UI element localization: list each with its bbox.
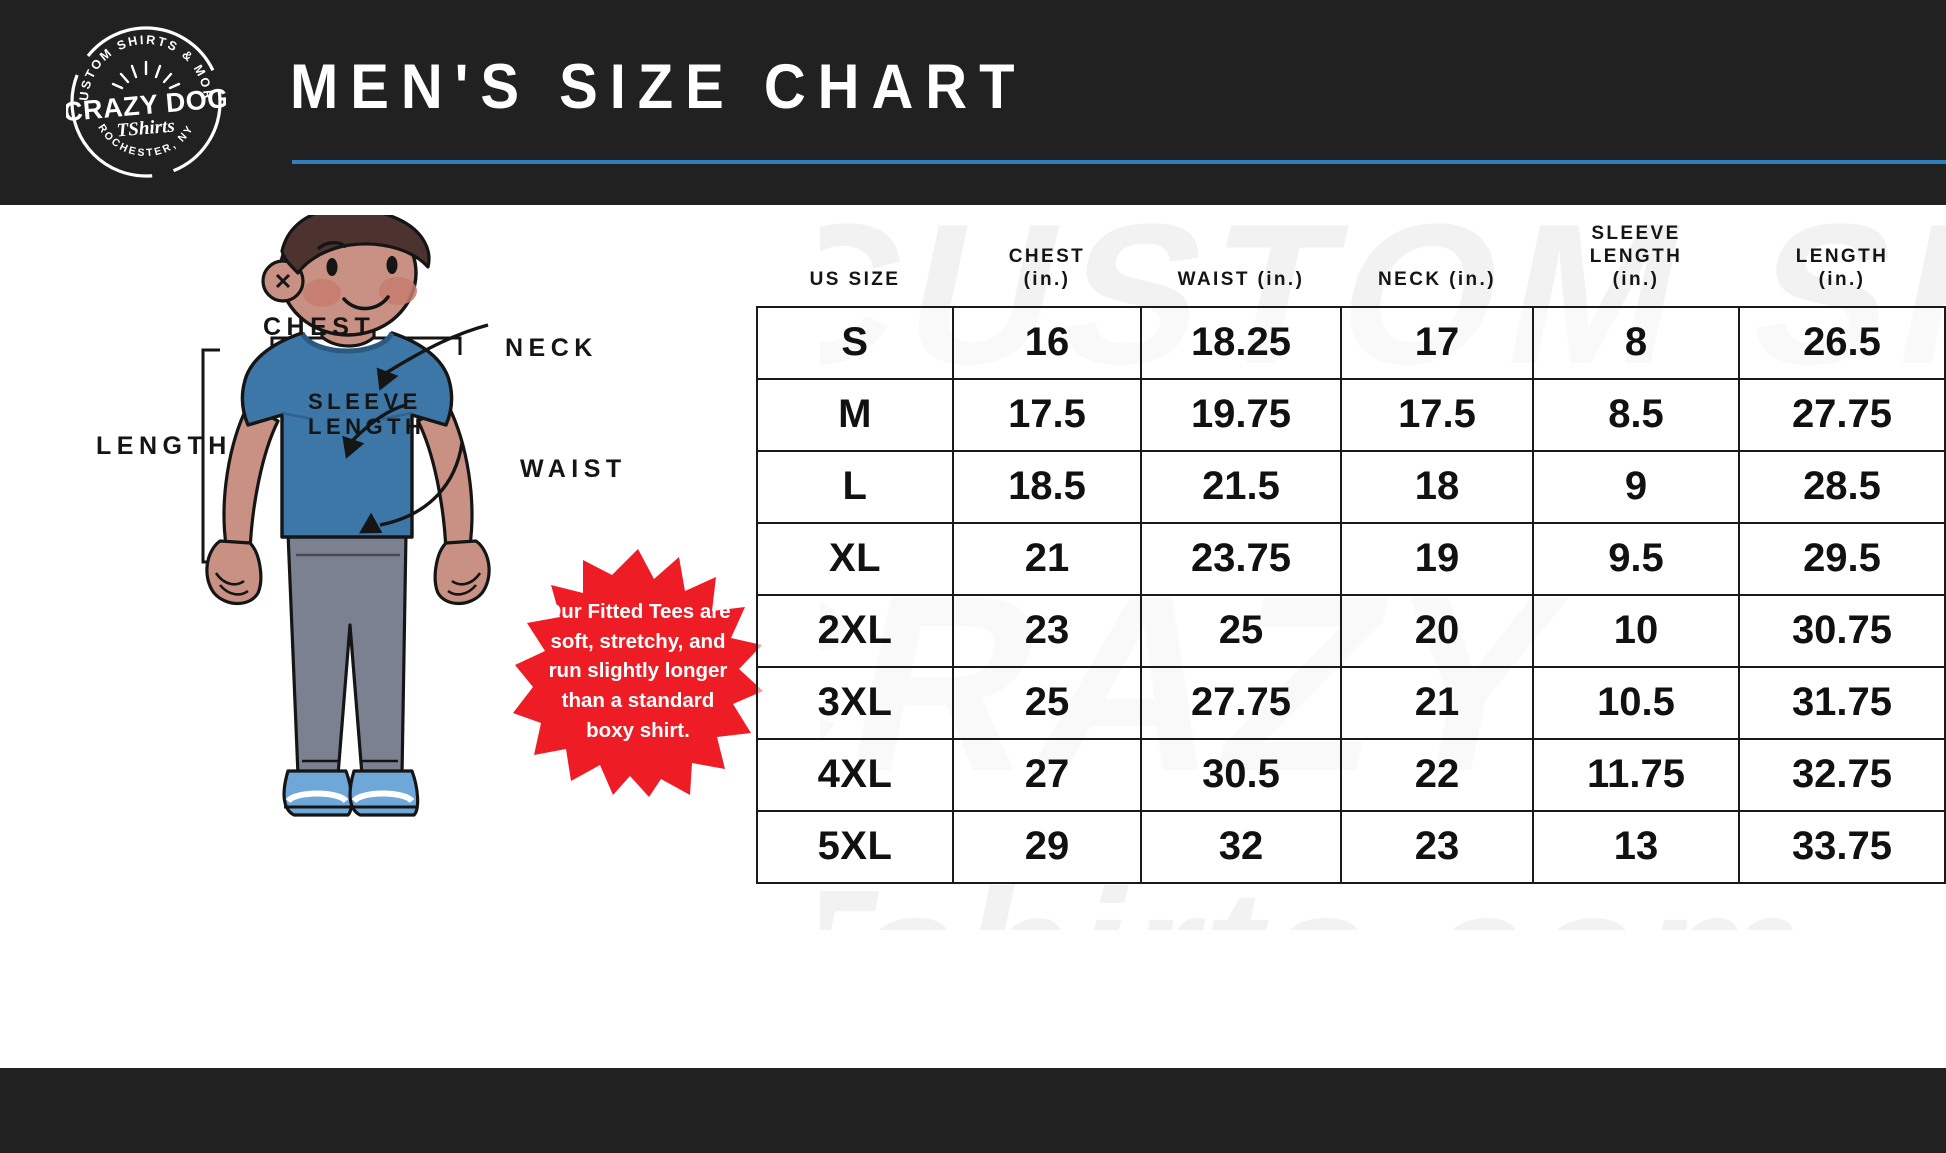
column-header-chest: CHEST (in.) bbox=[953, 222, 1141, 307]
cell-size: 3XL bbox=[756, 665, 954, 740]
cell-length: 30.75 bbox=[1738, 593, 1946, 668]
header-bar: CUSTOM SHIRTS & MORE CRAZY DOG TShirts bbox=[0, 0, 1946, 205]
cell-neck: 22 bbox=[1340, 737, 1534, 812]
cell-sleeve: 8.5 bbox=[1532, 377, 1740, 452]
cell-neck: 20 bbox=[1340, 593, 1534, 668]
header-text: US SIZE bbox=[809, 269, 901, 291]
table-row: M 17.5 19.75 17.5 8.5 27.75 bbox=[756, 377, 1946, 452]
label-sleeve-line-1: SLEEVE bbox=[308, 389, 422, 414]
cell-length: 29.5 bbox=[1738, 521, 1946, 596]
label-waist: WAIST bbox=[520, 455, 627, 483]
table-row: L 18.5 21.5 18 9 28.5 bbox=[756, 449, 1946, 524]
column-header-length: LENGTH (in.) bbox=[1739, 222, 1945, 307]
cell-neck: 17.5 bbox=[1340, 377, 1534, 452]
cell-sleeve: 11.75 bbox=[1532, 737, 1740, 812]
footer-bar bbox=[0, 1068, 1946, 1153]
callout-line-3: run slightly longer bbox=[548, 659, 728, 683]
header-text: SLEEVE bbox=[1591, 223, 1681, 244]
cell-neck: 17 bbox=[1340, 305, 1534, 380]
cell-chest: 21 bbox=[952, 521, 1142, 596]
cell-waist: 27.75 bbox=[1140, 665, 1342, 740]
cell-chest: 17.5 bbox=[952, 377, 1142, 452]
table-header-row: US SIZE CHEST (in.) WAIST (in.) NECK (in… bbox=[757, 222, 1945, 307]
callout-line-5: boxy shirt. bbox=[586, 718, 690, 742]
cell-chest: 25 bbox=[952, 665, 1142, 740]
label-sleeve-line-2: LENGTH bbox=[308, 413, 426, 439]
cell-waist: 23.75 bbox=[1140, 521, 1342, 596]
cell-chest: 18.5 bbox=[952, 449, 1142, 524]
cell-chest: 27 bbox=[952, 737, 1142, 812]
cell-chest: 16 bbox=[952, 305, 1142, 380]
cell-chest: 23 bbox=[952, 593, 1142, 668]
cell-sleeve: 13 bbox=[1532, 809, 1740, 884]
cell-length: 33.75 bbox=[1738, 809, 1946, 884]
cell-neck: 18 bbox=[1340, 449, 1534, 524]
fitted-tees-callout-burst bbox=[513, 547, 763, 797]
table-row: 3XL 25 27.75 21 10.5 31.75 bbox=[756, 665, 1946, 740]
label-neck: NECK bbox=[505, 334, 598, 362]
cell-size: M bbox=[756, 377, 954, 452]
header-text: LENGTH bbox=[1795, 246, 1889, 268]
cell-waist: 25 bbox=[1140, 593, 1342, 668]
cell-size: S bbox=[756, 305, 954, 380]
cell-waist: 19.75 bbox=[1140, 377, 1342, 452]
header-unit: (in.) bbox=[1612, 269, 1660, 291]
cell-waist: 32 bbox=[1140, 809, 1342, 884]
column-header-neck: NECK (in.) bbox=[1341, 222, 1533, 307]
column-header-waist: WAIST (in.) bbox=[1141, 222, 1341, 307]
table-row: 5XL 29 32 23 13 33.75 bbox=[756, 809, 1946, 884]
size-table-wrapper: US SIZE CHEST (in.) WAIST (in.) NECK (in… bbox=[756, 222, 1946, 884]
cell-chest: 29 bbox=[952, 809, 1142, 884]
cell-length: 27.75 bbox=[1738, 377, 1946, 452]
size-table: US SIZE CHEST (in.) WAIST (in.) NECK (in… bbox=[756, 222, 1946, 884]
cell-sleeve: 9.5 bbox=[1532, 521, 1740, 596]
header-text: WAIST (in.) bbox=[1177, 269, 1305, 291]
svg-text:TShirts: TShirts bbox=[116, 116, 176, 142]
table-row: 2XL 23 25 20 10 30.75 bbox=[756, 593, 1946, 668]
label-chest: CHEST bbox=[263, 313, 376, 341]
measurement-illustration bbox=[50, 215, 750, 875]
table-row: XL 21 23.75 19 9.5 29.5 bbox=[756, 521, 1946, 596]
callout-line-4: than a standard bbox=[561, 689, 715, 713]
cell-sleeve: 10.5 bbox=[1532, 665, 1740, 740]
header-text: NECK (in.) bbox=[1378, 269, 1496, 291]
title-accent-line bbox=[292, 160, 1946, 164]
header-unit: (in.) bbox=[1818, 269, 1866, 291]
cell-length: 32.75 bbox=[1738, 737, 1946, 812]
cell-size: 5XL bbox=[756, 809, 954, 884]
header-unit: (in.) bbox=[1023, 269, 1071, 291]
cell-sleeve: 9 bbox=[1532, 449, 1740, 524]
cell-sleeve: 10 bbox=[1532, 593, 1740, 668]
column-header-sleeve-length: SLEEVE LENGTH (in.) bbox=[1533, 222, 1739, 307]
brand-logo: CUSTOM SHIRTS & MORE CRAZY DOG TShirts bbox=[66, 22, 226, 182]
cell-size: 4XL bbox=[756, 737, 954, 812]
cell-waist: 18.25 bbox=[1140, 305, 1342, 380]
cell-sleeve: 8 bbox=[1532, 305, 1740, 380]
label-length: LENGTH bbox=[96, 432, 232, 460]
cell-neck: 21 bbox=[1340, 665, 1534, 740]
cell-neck: 19 bbox=[1340, 521, 1534, 596]
cell-length: 31.75 bbox=[1738, 665, 1946, 740]
page-title: MEN'S SIZE CHART bbox=[290, 52, 1027, 122]
table-row: S 16 18.25 17 8 26.5 bbox=[756, 305, 1946, 380]
column-header-us-size: US SIZE bbox=[757, 222, 953, 307]
callout-line-1: Our Fitted Tees are bbox=[545, 600, 731, 623]
label-sleeve-length: SLEEVE LENGTH bbox=[308, 389, 426, 439]
cell-neck: 23 bbox=[1340, 809, 1534, 884]
cell-waist: 30.5 bbox=[1140, 737, 1342, 812]
cell-size: 2XL bbox=[756, 593, 954, 668]
fitted-tees-callout-text: Our Fitted Tees are soft, stretchy, and … bbox=[527, 597, 749, 746]
header-text-2: LENGTH bbox=[1589, 246, 1683, 268]
cell-length: 26.5 bbox=[1738, 305, 1946, 380]
cell-size: XL bbox=[756, 521, 954, 596]
header-text: CHEST bbox=[1008, 246, 1086, 268]
cell-waist: 21.5 bbox=[1140, 449, 1342, 524]
callout-line-2: soft, stretchy, and bbox=[550, 629, 726, 653]
table-row: 4XL 27 30.5 22 11.75 32.75 bbox=[756, 737, 1946, 812]
cell-size: L bbox=[756, 449, 954, 524]
cell-length: 28.5 bbox=[1738, 449, 1946, 524]
